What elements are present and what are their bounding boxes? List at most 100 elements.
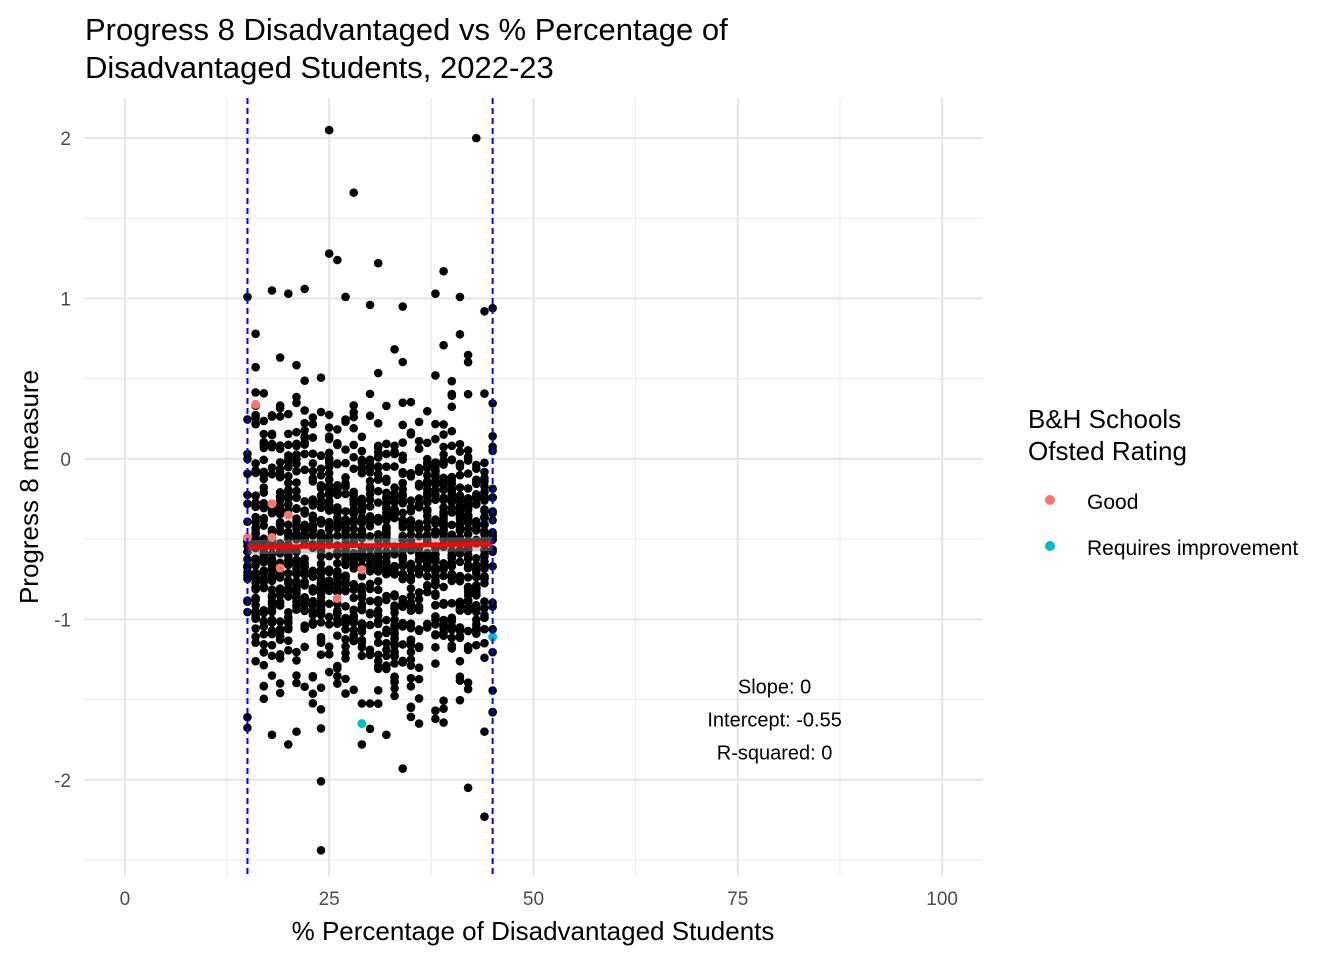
data-point: [251, 573, 260, 583]
data-point: [349, 505, 359, 514]
data-point: [316, 618, 326, 627]
data-point: [431, 565, 440, 575]
data-point: [422, 517, 432, 527]
data-point: [357, 571, 367, 581]
regression-stats: Slope: 0 Intercept: -0.55 R-squared: 0: [707, 676, 842, 764]
point-good: [242, 533, 252, 543]
data-point: [431, 591, 440, 601]
data-point: [292, 392, 301, 402]
data-point: [259, 388, 269, 398]
data-point: [341, 292, 350, 302]
data-point: [455, 504, 465, 514]
data-point: [447, 455, 457, 464]
data-point: [341, 674, 350, 684]
data-point: [300, 593, 309, 603]
data-point: [349, 524, 359, 534]
data-point: [365, 502, 375, 511]
data-point: [414, 531, 424, 541]
data-point: [292, 727, 301, 736]
data-point: [406, 703, 416, 713]
data-point: [480, 559, 489, 569]
data-point: [480, 496, 489, 505]
chart-title-line-2: Disadvantaged Students, 2022-23: [85, 50, 554, 85]
x-axis-title: % Percentage of Disadvantaged Students: [292, 916, 775, 946]
data-point: [333, 519, 342, 528]
data-point: [259, 416, 269, 426]
data-point: [324, 423, 334, 432]
data-point: [292, 486, 301, 496]
data-point: [275, 679, 285, 688]
data-point: [373, 529, 383, 539]
data-point: [455, 470, 465, 480]
data-point: [414, 436, 424, 446]
data-point: [455, 329, 465, 339]
data-point: [414, 563, 424, 573]
data-point: [373, 686, 383, 695]
data-point: [431, 615, 440, 624]
data-point: [471, 553, 481, 563]
data-point: [373, 419, 383, 428]
data-point: [324, 649, 334, 659]
point-good: [283, 510, 293, 520]
regression-line-group: [247, 536, 493, 555]
data-point: [471, 526, 481, 535]
data-point: [300, 605, 309, 614]
data-point: [406, 397, 416, 407]
data-point: [365, 649, 375, 659]
data-point: [275, 458, 285, 467]
point-good: [267, 499, 277, 509]
data-point: [471, 516, 481, 526]
data-point: [292, 514, 301, 523]
data-point: [480, 812, 489, 821]
data-point: [308, 466, 318, 476]
data-point: [284, 499, 293, 509]
data-point: [414, 643, 424, 653]
data-point: [439, 460, 448, 469]
data-point: [480, 551, 489, 561]
chart-title-line-1: Progress 8 Disadvantaged vs % Percentage…: [85, 12, 728, 47]
data-point: [422, 498, 432, 507]
data-point: [406, 681, 416, 691]
data-point: [406, 430, 416, 439]
data-point: [390, 691, 399, 701]
data-point: [316, 532, 326, 542]
data-point: [373, 443, 383, 453]
data-point: [373, 630, 383, 640]
data-point: [422, 523, 432, 533]
y-tick-label: -2: [54, 771, 71, 792]
data-point: [341, 580, 350, 590]
data-point: [390, 492, 399, 502]
legend-title-line-1: B&H Schools: [1028, 404, 1181, 434]
data-point: [463, 389, 473, 399]
data-point: [447, 402, 457, 412]
data-point: [300, 496, 309, 506]
data-point: [431, 458, 440, 467]
data-point: [333, 459, 342, 469]
data-point: [422, 505, 432, 515]
data-point: [431, 600, 440, 610]
data-point: [455, 483, 465, 492]
data-point: [480, 473, 489, 483]
data-point: [324, 458, 334, 468]
data-point: [275, 632, 285, 641]
data-point: [316, 471, 326, 480]
data-point: [284, 623, 293, 632]
data-point: [406, 606, 416, 615]
data-point: [324, 667, 334, 677]
data-point: [275, 688, 285, 698]
data-point: [431, 706, 440, 715]
data-point: [471, 475, 481, 485]
data-point: [373, 498, 383, 507]
data-point: [373, 595, 383, 605]
data-point: [300, 522, 309, 531]
data-point: [324, 612, 334, 622]
data-point: [447, 472, 457, 482]
data-point: [455, 497, 465, 506]
data-point: [365, 596, 375, 606]
data-point: [308, 587, 318, 596]
data-point: [251, 624, 260, 633]
data-point: [341, 473, 350, 482]
data-point: [373, 585, 383, 595]
data-point: [439, 442, 448, 452]
data-point: [488, 493, 497, 502]
